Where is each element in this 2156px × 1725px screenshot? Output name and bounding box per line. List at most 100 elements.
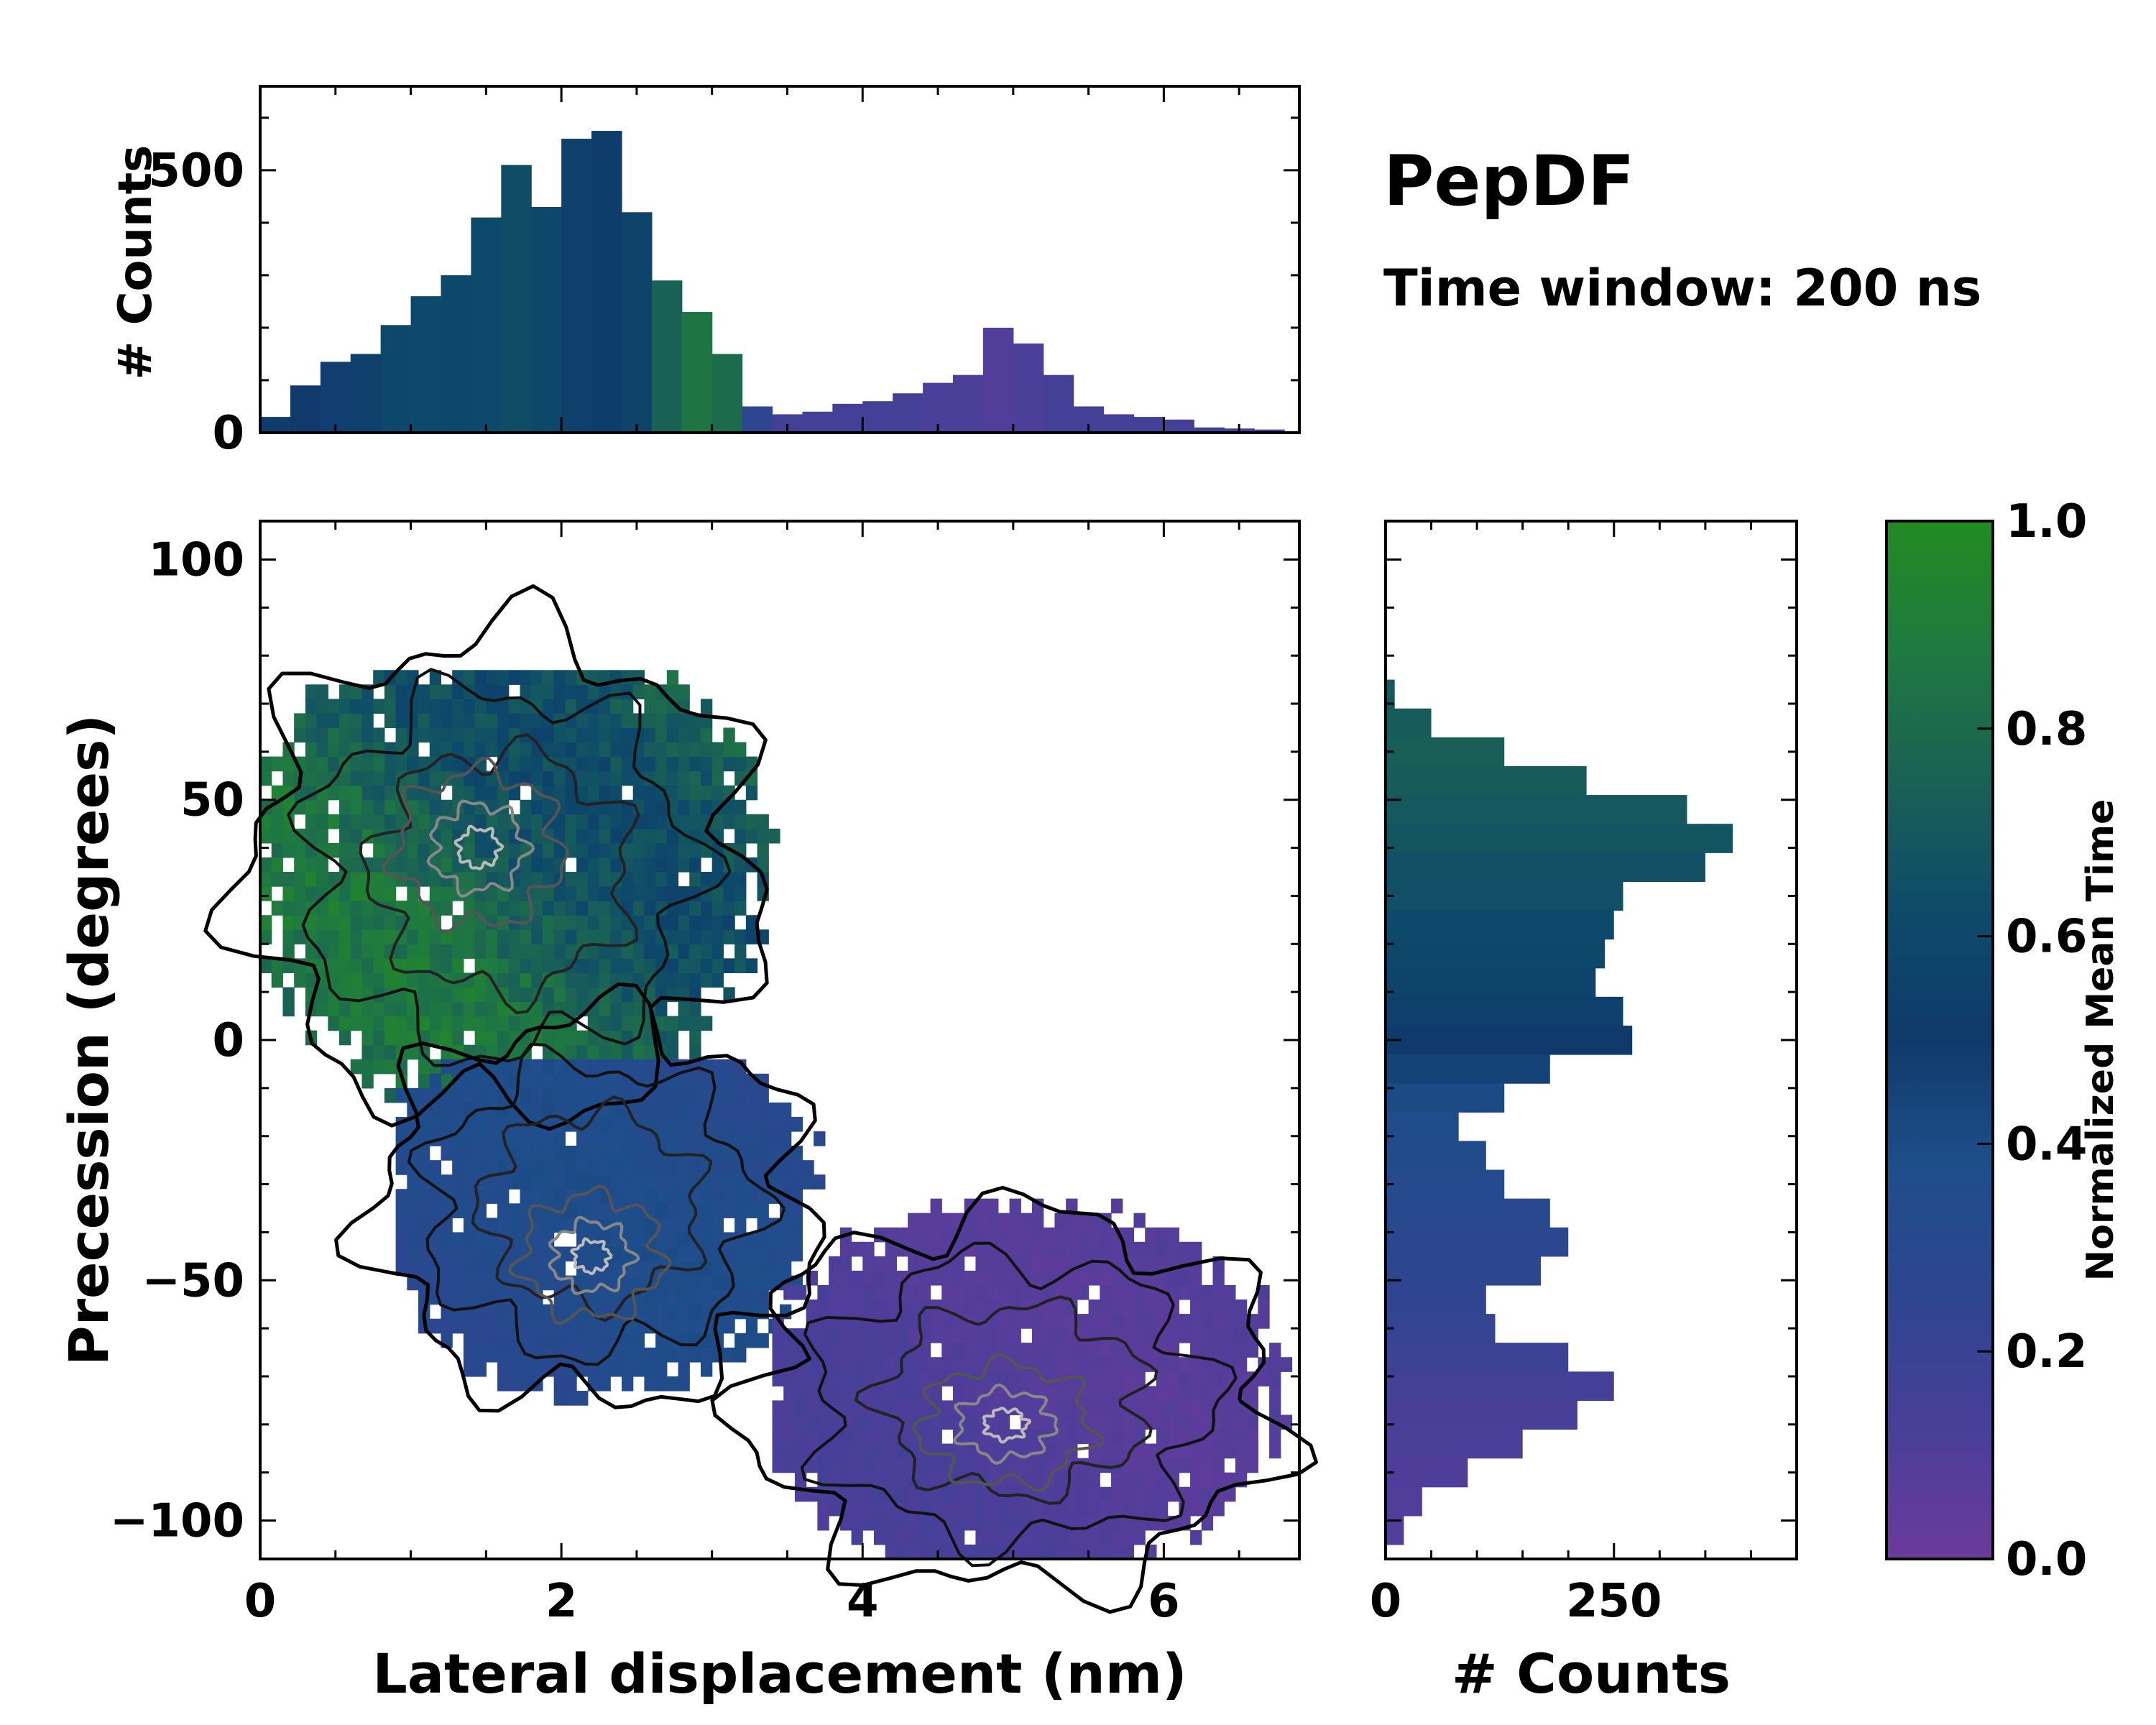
heatmap-cell [474, 987, 487, 1003]
heatmap-cell [328, 727, 340, 743]
heatmap-cell [316, 713, 328, 729]
heatmap-cell [441, 1232, 453, 1248]
heatmap-cell [723, 1102, 735, 1118]
heatmap-cell [520, 1361, 532, 1377]
heatmap-cell [655, 1376, 668, 1392]
heatmap-cell [862, 1501, 875, 1517]
heatmap-cell [452, 1275, 464, 1291]
heatmap-cell [384, 1087, 397, 1103]
heatmap-cell [1179, 1270, 1191, 1286]
heatmap-cell [791, 1160, 803, 1175]
heatmap-cell [452, 1246, 464, 1262]
heatmap-cell [930, 1241, 942, 1257]
heatmap-cell [862, 1343, 875, 1358]
heatmap-cell [1246, 1443, 1258, 1459]
right-histogram-bar [1386, 679, 1395, 709]
heatmap-cell [418, 799, 430, 815]
heatmap-cell [998, 1300, 1010, 1315]
right-histogram-bar [1386, 1054, 1550, 1084]
heatmap-cell [384, 756, 397, 772]
heatmap-cell [953, 1256, 965, 1271]
heatmap-cell [384, 799, 397, 815]
heatmap-cell [632, 1232, 645, 1248]
heatmap-cell [384, 684, 397, 699]
heatmap-cell [1167, 1429, 1179, 1445]
heatmap-cell [745, 1318, 758, 1334]
heatmap-cell [829, 1314, 841, 1329]
heatmap-cell [734, 872, 747, 887]
heatmap-cell [806, 1458, 818, 1473]
heatmap-cell [975, 1256, 987, 1271]
contour-line [508, 1184, 672, 1325]
heatmap-cell [896, 1544, 908, 1560]
right-histogram-xticks: 0 250 [1370, 521, 1798, 1628]
heatmap-cell [1009, 1241, 1021, 1257]
heatmap-cell [734, 1261, 747, 1276]
heatmap-cell [474, 901, 487, 916]
heatmap-cell [678, 857, 690, 873]
heatmap-cell [520, 1261, 532, 1276]
heatmap-cell [384, 814, 397, 829]
heatmap-cell [373, 972, 385, 988]
heatmap-cell [1179, 1458, 1191, 1473]
chart-title: PepDF [1383, 141, 1634, 221]
heatmap-cell [316, 727, 328, 743]
heatmap-cell [474, 872, 487, 887]
heatmap-cell [1269, 1443, 1281, 1459]
heatmap-cell [666, 1347, 679, 1363]
heatmap-cell [1100, 1400, 1112, 1416]
heatmap-cell [1054, 1544, 1067, 1560]
heatmap-cell [953, 1386, 965, 1401]
heatmap-cell [520, 814, 532, 829]
heatmap-cell [610, 1059, 622, 1075]
heatmap-cell [576, 1203, 589, 1218]
heatmap-cell [553, 886, 566, 901]
heatmap-cell [610, 987, 622, 1003]
heatmap-cell [666, 1203, 679, 1218]
heatmap-cell [817, 1429, 829, 1445]
heatmap-cell [711, 1160, 724, 1175]
heatmap-cell [587, 915, 600, 930]
heatmap-cell [260, 770, 272, 786]
heatmap-cell [941, 1227, 954, 1243]
heatmap-cell [632, 857, 645, 873]
heatmap-cell [565, 901, 577, 916]
heatmap-cell [817, 1501, 829, 1517]
heatmap-cell [1212, 1414, 1225, 1430]
heatmap-cell [587, 742, 600, 758]
heatmap-cell [1224, 1400, 1236, 1416]
heatmap-cell [689, 1189, 701, 1204]
heatmap-cell [862, 1472, 875, 1488]
heatmap-cell [655, 1361, 668, 1377]
heatmap-cell [1043, 1328, 1056, 1343]
heatmap-cell [1066, 1371, 1078, 1386]
heatmap-cell [1133, 1300, 1146, 1315]
heatmap-cell [587, 713, 600, 729]
heatmap-cell [987, 1501, 999, 1517]
right-histogram-bar [1386, 939, 1606, 969]
heatmap-cell [1100, 1443, 1112, 1459]
heatmap-cell [1269, 1429, 1281, 1445]
heatmap-cell [941, 1400, 954, 1416]
heatmap-cell [587, 1044, 600, 1060]
heatmap-cell [794, 1429, 807, 1445]
heatmap-cell [531, 972, 543, 988]
heatmap-cell [678, 958, 690, 974]
heatmap-cell [689, 1347, 701, 1363]
heatmap-cell [783, 1414, 796, 1430]
top-histogram-bar [410, 296, 442, 433]
heatmap-cell [1224, 1486, 1236, 1502]
heatmap-cell [1088, 1270, 1100, 1286]
heatmap-cell [463, 915, 476, 930]
heatmap-cell [553, 727, 566, 743]
heatmap-cell [757, 1131, 769, 1146]
heatmap-cell [441, 684, 453, 699]
heatmap-cell [644, 1347, 656, 1363]
heatmap-cell [783, 1429, 796, 1445]
heatmap-cell [531, 1361, 543, 1377]
heatmap-cell [885, 1443, 898, 1459]
heatmap-cell [839, 1386, 852, 1401]
heatmap-cell [772, 1400, 784, 1416]
heatmap-cell [1066, 1386, 1078, 1401]
